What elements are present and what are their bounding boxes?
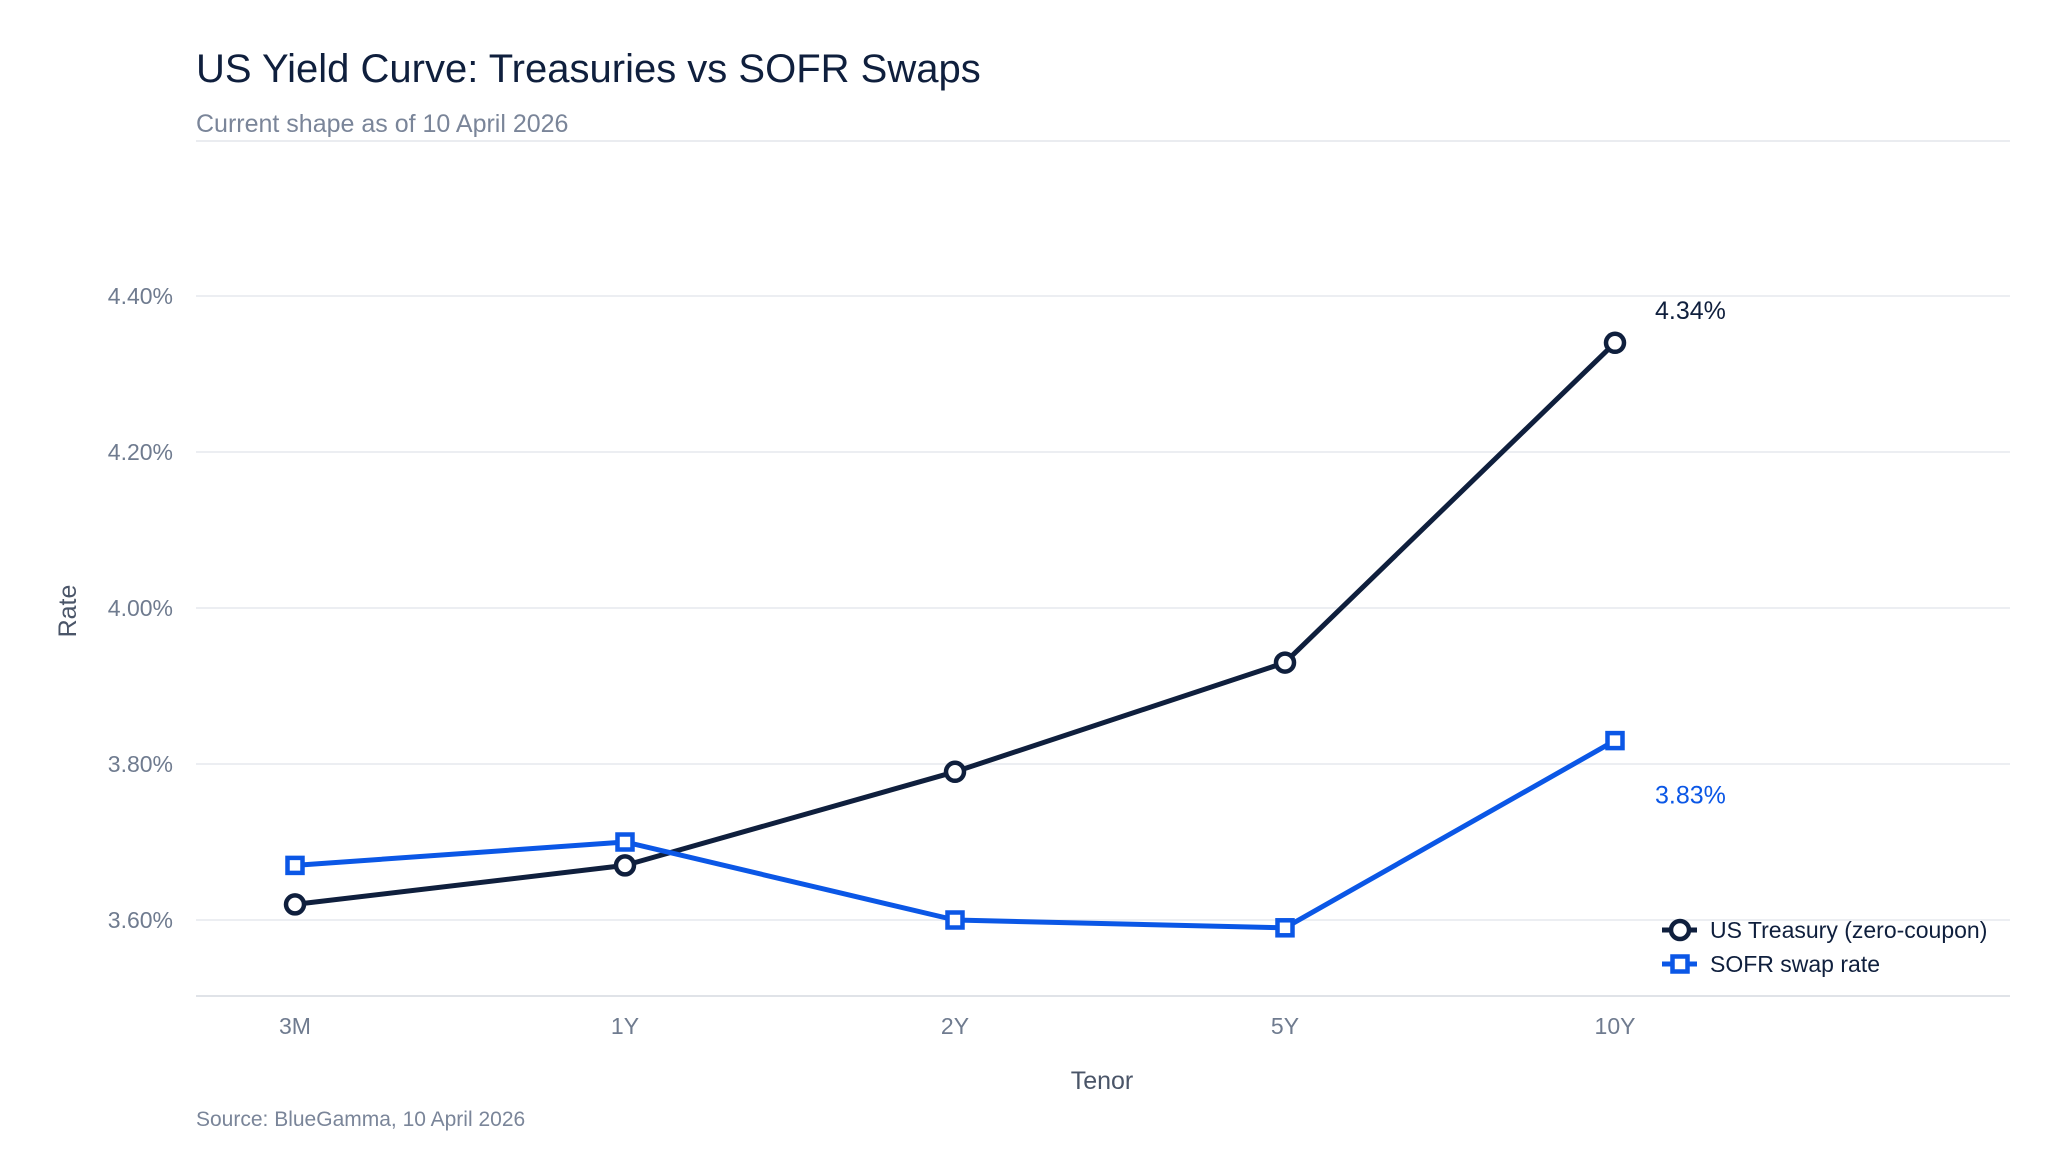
data-point	[615, 832, 635, 852]
y-axis-title: Rate	[54, 585, 82, 638]
x-tick-label: 2Y	[941, 1013, 969, 1039]
data-point	[1273, 651, 1297, 674]
legend-label: SOFR swap rate	[1710, 951, 1880, 977]
series-treasury	[283, 331, 1627, 916]
y-tick-label: 4.40%	[108, 283, 173, 309]
legend: US Treasury (zero-coupon) SOFR swap rate	[1662, 917, 1987, 977]
x-tick-label: 10Y	[1595, 1013, 1636, 1039]
legend-item: SOFR swap rate	[1662, 951, 1880, 977]
data-point	[283, 893, 307, 916]
data-point	[943, 760, 967, 784]
end-label-sofr: 3.83%	[1655, 782, 1726, 810]
end-label-treasury: 4.34%	[1655, 297, 1726, 325]
x-tick-label: 5Y	[1271, 1013, 1299, 1039]
y-tick-label: 3.80%	[108, 751, 173, 777]
gridlines	[196, 295, 2010, 921]
data-point	[1275, 918, 1295, 938]
x-axis-title: Tenor	[1071, 1067, 1134, 1095]
data-point	[1603, 331, 1627, 355]
series-sofr	[285, 730, 1625, 938]
y-tick-label: 3.60%	[108, 907, 173, 933]
x-axis-ticks: 3M 1Y 2Y 5Y 10Y	[279, 1013, 1635, 1039]
x-tick-label: 3M	[279, 1013, 311, 1039]
end-labels: 4.34% 3.83%	[1655, 297, 1726, 810]
y-axis-ticks: 3.60% 3.80% 4.00% 4.20% 4.40%	[108, 283, 173, 933]
data-point	[1605, 730, 1625, 751]
source-note: Source: BlueGamma, 10 April 2026	[196, 1108, 525, 1131]
chart-subtitle: Current shape as of 10 April 2026	[196, 110, 568, 138]
series-line	[292, 340, 1618, 907]
chart-title: US Yield Curve: Treasuries vs SOFR Swaps	[196, 47, 981, 91]
legend-marker	[1670, 954, 1690, 974]
y-tick-label: 4.20%	[108, 439, 173, 465]
series-layer	[283, 331, 1627, 938]
data-point	[613, 854, 637, 877]
data-point	[285, 855, 305, 876]
y-tick-label: 4.00%	[108, 595, 173, 621]
legend-item: US Treasury (zero-coupon)	[1662, 917, 1987, 943]
data-point	[945, 910, 965, 930]
x-tick-label: 1Y	[611, 1013, 639, 1039]
legend-label: US Treasury (zero-coupon)	[1710, 917, 1987, 943]
legend-marker	[1668, 918, 1692, 942]
